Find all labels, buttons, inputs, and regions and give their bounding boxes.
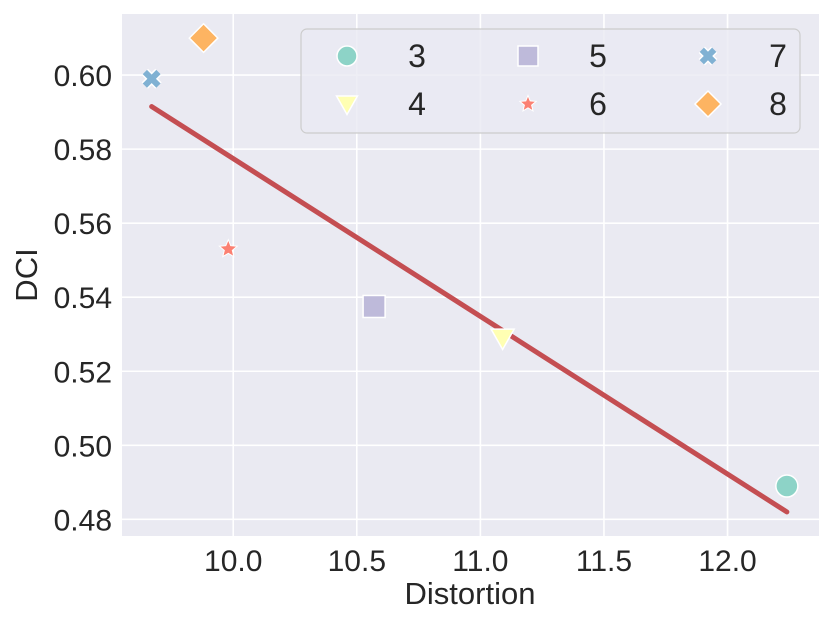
y-tick-label: 0.50 xyxy=(54,430,112,463)
data-point-8 xyxy=(188,22,219,54)
data-point-3 xyxy=(775,474,799,498)
legend-label-5: 5 xyxy=(589,38,607,74)
legend-label-7: 7 xyxy=(769,38,787,74)
x-tick-label: 10.0 xyxy=(204,545,262,578)
x-tick-label: 10.5 xyxy=(328,545,386,578)
legend-label-6: 6 xyxy=(589,86,607,122)
data-point-5 xyxy=(362,294,386,319)
legend-label-4: 4 xyxy=(408,86,426,122)
data-points xyxy=(141,22,799,498)
legend-label-3: 3 xyxy=(408,38,426,74)
y-tick-label: 0.54 xyxy=(54,282,112,315)
x-tick-labels: 10.0 10.5 11.0 11.5 12.0 xyxy=(204,545,757,578)
legend-marker-5 xyxy=(517,45,539,67)
y-tick-label: 0.48 xyxy=(54,504,112,537)
data-point-7 xyxy=(141,68,162,89)
legend: 3 4 5 6 7 8 xyxy=(300,28,801,134)
legend-box xyxy=(300,28,801,134)
legend-marker-7 xyxy=(698,46,718,66)
legend-marker-3 xyxy=(336,45,358,67)
y-tick-label: 0.58 xyxy=(54,134,112,167)
x-axis-label: Distortion xyxy=(405,576,536,611)
y-tick-label: 0.52 xyxy=(54,356,112,389)
y-tick-label: 0.56 xyxy=(54,208,112,241)
y-tick-labels: 0.48 0.50 0.52 0.54 0.56 0.58 0.60 xyxy=(54,60,112,537)
x-tick-label: 11.0 xyxy=(452,545,508,578)
legend-label-8: 8 xyxy=(769,86,787,122)
x-tick-label: 12.0 xyxy=(698,545,756,578)
legend-marker-4 xyxy=(335,95,359,117)
data-point-4 xyxy=(489,328,516,352)
y-axis-label: DCI xyxy=(9,248,44,301)
legend-marker-8 xyxy=(693,89,723,119)
x-tick-label: 11.5 xyxy=(576,545,632,578)
data-point-6 xyxy=(218,238,239,258)
trend-line xyxy=(149,104,790,515)
legend-marker-6 xyxy=(518,94,538,112)
y-tick-label: 0.60 xyxy=(54,60,112,93)
